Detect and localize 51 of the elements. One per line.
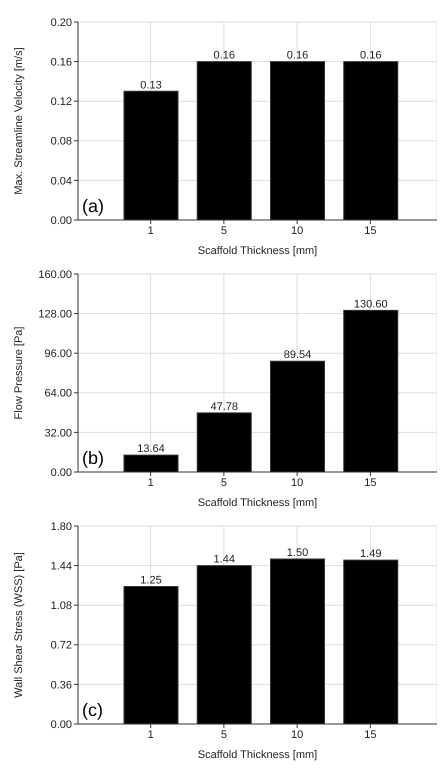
x-tick-label: 1	[148, 224, 154, 237]
x-tick-label: 15	[364, 224, 376, 237]
data-label: 1.50	[286, 547, 308, 559]
data-label: 0.16	[360, 50, 382, 62]
data-label: 1.49	[360, 548, 382, 560]
y-tick-label: 96.00	[44, 348, 72, 360]
annotation: (a)	[81, 195, 105, 217]
annotation: (b)	[81, 447, 105, 469]
y-tick-label: 160.00	[38, 268, 72, 281]
y-tick-label: 0.08	[50, 136, 72, 148]
x-tick-label: 10	[291, 728, 304, 741]
x-tick-label: 15	[364, 728, 376, 741]
x-tick-label: 5	[220, 728, 227, 741]
y-axis-title: Flow Pressure [Pa]	[12, 326, 25, 420]
y-tick-label: 0.12	[50, 96, 72, 108]
y-tick-label: 0.16	[50, 56, 72, 69]
y-axis-title: Max. Streamline Velocity [m/s]	[12, 47, 25, 195]
annotation: (c)	[81, 699, 104, 721]
x-tick-label: 5	[220, 224, 227, 237]
y-tick-label: 0.00	[50, 718, 72, 731]
y-tick-label: 64.00	[44, 388, 72, 400]
data-label: 0.16	[286, 50, 308, 62]
x-axis-title: Scaffold Thickness [mm]	[198, 749, 318, 761]
y-tick-label: 0.20	[50, 16, 72, 29]
x-tick-label: 5	[220, 476, 227, 489]
data-label: 0.16	[214, 50, 235, 62]
data-label: 47.78	[210, 400, 238, 413]
y-tick-label: 0.00	[50, 214, 72, 227]
y-tick-label: 0.04	[50, 175, 72, 188]
y-tick-label: 1.80	[50, 520, 72, 533]
x-axis-title: Scaffold Thickness [mm]	[198, 497, 318, 509]
x-tick-label: 1	[148, 476, 154, 489]
x-tick-label: 1	[148, 728, 154, 741]
y-tick-label: 1.44	[50, 560, 72, 573]
y-axis-title: Wall Shear Stress (WSS) [Pa]	[12, 552, 25, 698]
x-tick-label: 10	[291, 476, 304, 489]
y-tick-label: 1.08	[50, 600, 72, 612]
y-tick-label: 0.00	[50, 466, 72, 479]
y-tick-label: 128.00	[38, 308, 72, 321]
x-tick-label: 10	[291, 224, 304, 237]
y-tick-label: 0.36	[50, 679, 72, 692]
x-axis-title: Scaffold Thickness [mm]	[198, 245, 318, 257]
data-label: 1.25	[140, 574, 162, 586]
x-tick-label: 15	[364, 476, 376, 489]
data-label: 1.44	[214, 554, 235, 566]
data-label: 89.54	[284, 349, 312, 362]
data-label: 130.60	[354, 298, 388, 310]
y-tick-label: 32.00	[44, 427, 72, 440]
data-label: 13.64	[137, 443, 165, 456]
data-label: 0.13	[140, 79, 162, 92]
y-tick-label: 0.72	[50, 640, 72, 652]
